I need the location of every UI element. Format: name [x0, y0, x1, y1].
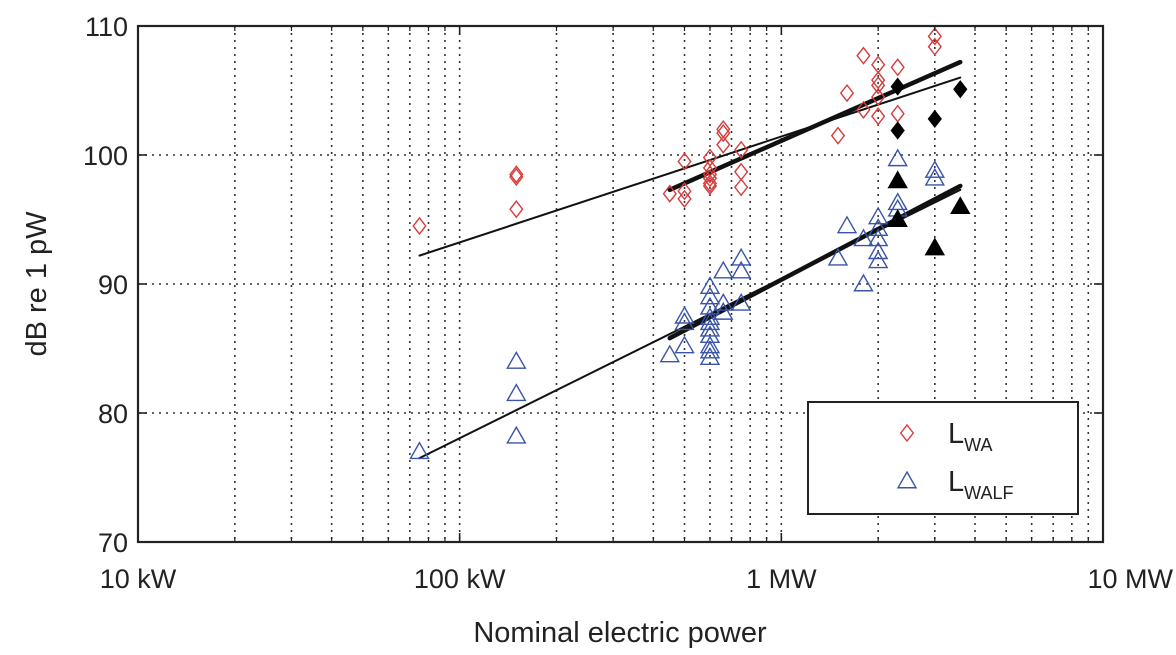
- data-point: [867, 206, 889, 225]
- x-tick-label: 1 MW: [746, 564, 817, 594]
- data-point: [506, 350, 527, 369]
- data-point: [734, 140, 749, 159]
- x-tick-label: 10 MW: [1087, 564, 1173, 594]
- data-point: [924, 237, 946, 256]
- y-axis-title: dB re 1 pW: [21, 211, 53, 357]
- data-point: [677, 181, 692, 201]
- data-point: [924, 160, 946, 178]
- data-point: [836, 215, 858, 234]
- y-tick-label: 80: [98, 399, 128, 429]
- data-point: [509, 167, 524, 187]
- data-point: [856, 100, 871, 119]
- data-point: [839, 83, 855, 103]
- data-point: [871, 87, 886, 107]
- data-point: [506, 383, 527, 402]
- data-point: [699, 335, 721, 354]
- data-point: [871, 107, 886, 126]
- data-point: [702, 176, 718, 196]
- data-point: [677, 152, 692, 171]
- data-point: [716, 135, 731, 154]
- series-diamond-filled: [890, 77, 968, 140]
- data-point: [412, 216, 427, 236]
- data-point: [890, 58, 905, 77]
- data-point: [713, 292, 734, 311]
- data-point: [509, 200, 524, 219]
- data-point: [674, 335, 695, 354]
- trend-line: [418, 76, 962, 257]
- data-point: [730, 260, 752, 279]
- data-point: [699, 347, 721, 365]
- data-point: [927, 37, 942, 56]
- data-point: [924, 167, 946, 186]
- data-point: [506, 425, 527, 444]
- data-point: [830, 126, 846, 145]
- data-point: [702, 165, 718, 184]
- data-point: [699, 312, 721, 331]
- data-point: [887, 170, 908, 189]
- data-point: [734, 178, 749, 197]
- data-point: [867, 218, 889, 236]
- data-point: [853, 228, 874, 247]
- data-point: [890, 121, 905, 140]
- data-point: [950, 196, 971, 215]
- data-point: [699, 286, 721, 305]
- data-point: [677, 189, 692, 208]
- data-point: [674, 312, 695, 331]
- data-point: [927, 109, 942, 129]
- x-tick-label: 100 kW: [414, 564, 506, 594]
- data-point: [890, 77, 905, 96]
- grid: [138, 26, 1103, 542]
- data-point: [827, 247, 849, 266]
- legend-box: [807, 401, 1079, 515]
- data-point: [662, 184, 677, 203]
- data-point: [887, 148, 908, 167]
- data-point: [659, 344, 680, 363]
- trend-line: [667, 59, 963, 193]
- data-point: [730, 292, 752, 311]
- legend-label-subscript: WA: [964, 435, 992, 455]
- x-tick-label: 10 kW: [100, 564, 177, 594]
- data-point: [856, 46, 871, 65]
- data-point: [702, 174, 718, 193]
- data-point: [927, 27, 942, 46]
- data-point: [509, 165, 524, 184]
- series-l-walf: [409, 148, 946, 460]
- legend-label-subscript: WALF: [964, 483, 1013, 503]
- x-axis-title: Nominal electric power: [473, 617, 767, 649]
- data-point: [887, 209, 908, 227]
- data-point: [853, 273, 874, 292]
- data-point: [867, 241, 889, 260]
- data-point: [713, 260, 734, 279]
- y-tick-label: 110: [85, 12, 128, 42]
- data-point: [702, 169, 718, 188]
- legend-marker: [899, 423, 915, 443]
- data-point: [699, 307, 721, 325]
- axis-ticks: 10 kW 100 kW 1 MW 10 MW 70 80 90 100 110: [83, 12, 1174, 594]
- y-tick-label: 100: [83, 141, 128, 171]
- data-point: [699, 276, 721, 295]
- data-point: [867, 250, 889, 269]
- y-tick-label: 70: [98, 528, 128, 558]
- y-tick-label: 90: [98, 270, 128, 300]
- data-point: [713, 301, 734, 320]
- data-point: [730, 247, 752, 266]
- data-point: [674, 305, 695, 324]
- data-point: [409, 441, 430, 460]
- data-point: [871, 76, 886, 95]
- data-point: [716, 123, 731, 143]
- series-l-wa: [412, 27, 942, 236]
- legend-marker: [896, 470, 918, 489]
- series-triangle-filled: [887, 170, 971, 256]
- data-point: [699, 340, 721, 359]
- data-points: [409, 27, 971, 460]
- data-point: [953, 80, 968, 99]
- data-point: [867, 228, 889, 247]
